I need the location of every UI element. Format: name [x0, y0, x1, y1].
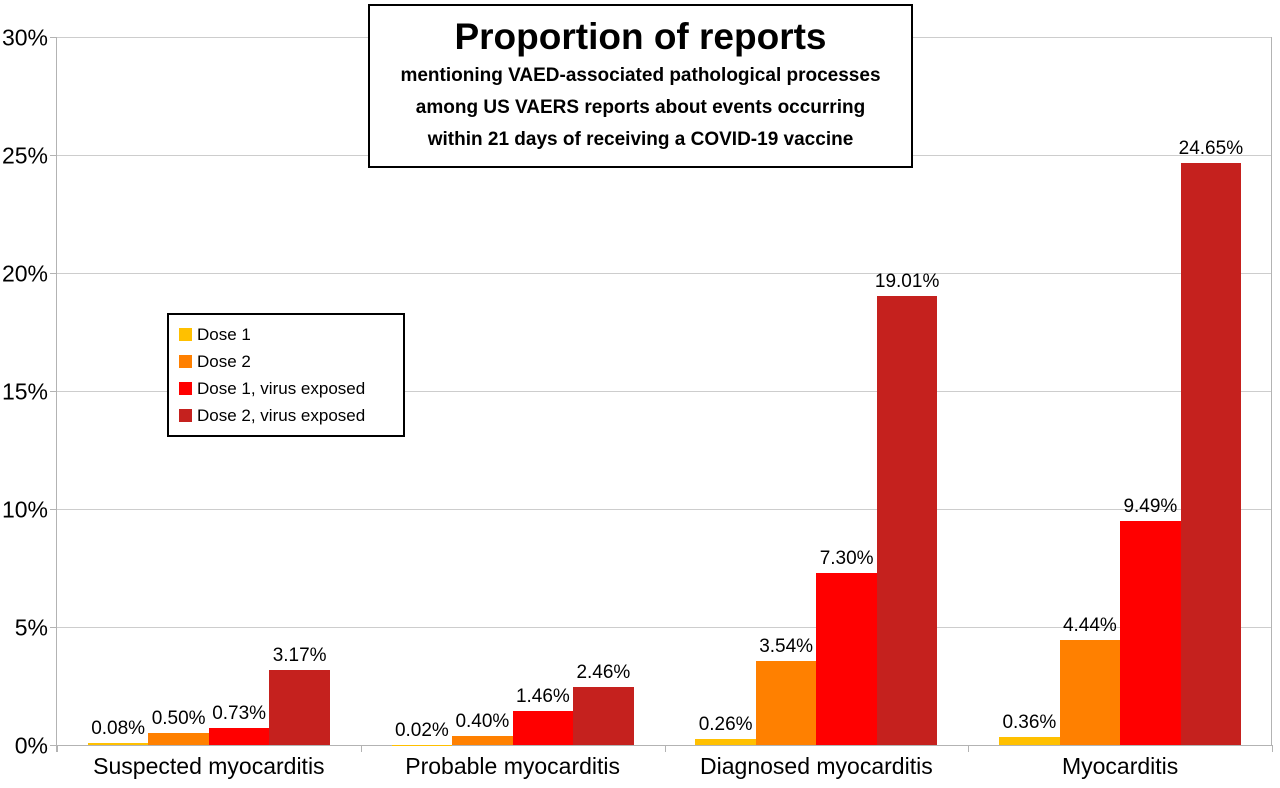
bar-value-label: 0.73%	[212, 702, 267, 724]
gridline	[57, 627, 1272, 628]
x-axis-tick	[360, 745, 362, 752]
x-axis-tick	[664, 745, 666, 752]
bar-value-label: 1.46%	[515, 685, 570, 707]
legend-item-dose-1: Dose 1	[179, 321, 393, 348]
y-axis-tick	[50, 509, 57, 510]
bar	[755, 661, 817, 745]
bar-value-label: 0.40%	[455, 710, 510, 732]
y-axis-tick-label: 0%	[14, 732, 48, 759]
y-axis-tick-label: 30%	[1, 24, 48, 51]
gridline	[57, 509, 1272, 510]
bar-value-label: 7.30%	[819, 547, 874, 569]
bar-value-label: 0.02%	[394, 719, 449, 741]
bar	[695, 738, 756, 745]
x-axis-tick	[968, 745, 970, 752]
chart-subtitle-line-2: among US VAERS reports about events occu…	[415, 97, 866, 118]
chart-title: Proportion of reports	[454, 16, 827, 57]
bar-value-label: 0.26%	[698, 713, 753, 735]
legend-item-dose-2: Dose 2	[179, 348, 393, 375]
legend-item-dose-2-exposed: Dose 2, virus exposed	[179, 402, 393, 429]
bar-value-label: 3.54%	[759, 636, 814, 658]
bar-value-label: 19.01%	[874, 271, 940, 293]
bar-value-label: 0.36%	[1002, 711, 1057, 733]
gridline	[57, 391, 1272, 392]
bar-value-label: 4.44%	[1062, 615, 1117, 637]
bar	[1059, 640, 1121, 745]
bar	[573, 686, 634, 745]
y-axis-tick	[50, 745, 57, 746]
legend-swatch-dose-2-exposed	[179, 409, 192, 422]
x-axis-tick	[1272, 745, 1273, 752]
x-axis-category-probable-myocarditis: Probable myocarditis	[405, 753, 621, 779]
y-axis-tick	[50, 391, 57, 392]
legend-swatch-dose-1-exposed	[179, 382, 192, 395]
plot-right-border	[1271, 37, 1272, 745]
x-axis-category-diagnosed-myocarditis: Diagnosed myocarditis	[700, 753, 933, 779]
legend-item-dose-1-exposed: Dose 1, virus exposed	[179, 375, 393, 402]
bar	[391, 744, 453, 745]
bar	[999, 736, 1060, 745]
x-axis-tick	[57, 745, 58, 752]
bar-value-label: 2.46%	[576, 661, 631, 683]
legend-swatch-dose-1	[179, 328, 192, 341]
bar-value-label: 0.08%	[91, 718, 146, 740]
chart-title-box: Proportion of reports mentioning VAED-as…	[368, 4, 913, 168]
y-axis-tick	[50, 37, 57, 38]
bar-value-label: 3.17%	[272, 645, 327, 667]
y-axis-tick	[50, 273, 57, 274]
bar	[816, 572, 877, 745]
bar	[208, 727, 270, 745]
y-axis-line	[56, 37, 57, 752]
y-axis-tick-label: 5%	[14, 614, 48, 641]
bar	[1120, 521, 1181, 745]
bar	[876, 296, 938, 745]
bar	[148, 733, 209, 745]
legend-swatch-dose-2	[179, 355, 192, 368]
bar	[452, 735, 513, 745]
bar-value-label: 24.65%	[1178, 138, 1244, 160]
y-axis-tick	[50, 627, 57, 628]
bar	[1180, 163, 1242, 745]
legend-label-dose-2-exposed: Dose 2, virus exposed	[197, 405, 366, 425]
y-axis-tick-label: 15%	[1, 378, 48, 405]
legend-label-dose-1: Dose 1	[197, 324, 251, 344]
x-axis-category-suspected-myocarditis: Suspected myocarditis	[93, 753, 325, 779]
bar	[512, 710, 574, 745]
gridline	[57, 273, 1272, 274]
bar	[87, 743, 149, 745]
chart-subtitle-line-3: within 21 days of receiving a COVID-19 v…	[427, 129, 854, 150]
bar-value-label: 0.50%	[151, 708, 206, 730]
x-axis-category-myocarditis: Myocarditis	[1061, 753, 1179, 779]
legend: Dose 1 Dose 2 Dose 1, virus exposed Dose…	[167, 313, 405, 437]
bar	[269, 670, 330, 745]
chart-subtitle-line-1: mentioning VAED-associated pathological …	[400, 65, 881, 86]
y-axis-tick-label: 10%	[1, 496, 48, 523]
y-axis-tick-label: 20%	[1, 260, 48, 287]
bar-value-label: 9.49%	[1123, 496, 1178, 518]
y-axis-tick	[50, 155, 57, 156]
y-axis-tick-label: 25%	[1, 142, 48, 169]
legend-label-dose-2: Dose 2	[197, 351, 251, 371]
legend-label-dose-1-exposed: Dose 1, virus exposed	[197, 378, 366, 398]
